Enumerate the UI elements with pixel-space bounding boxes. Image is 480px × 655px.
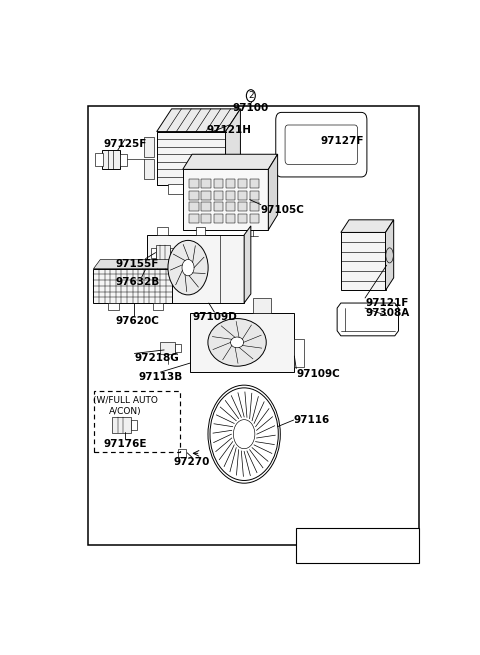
Bar: [153, 303, 163, 310]
Text: 97155F: 97155F: [115, 259, 158, 269]
Ellipse shape: [208, 318, 266, 366]
Bar: [112, 417, 131, 433]
Text: 97308A: 97308A: [365, 308, 409, 318]
Bar: [296, 529, 419, 563]
Bar: [94, 269, 171, 303]
Bar: [102, 150, 120, 170]
Bar: [168, 183, 183, 194]
Bar: [165, 262, 174, 271]
Text: 97113B: 97113B: [138, 372, 182, 382]
Bar: [202, 179, 211, 188]
Bar: [250, 179, 259, 188]
Bar: [250, 202, 259, 212]
Text: 97109C: 97109C: [296, 369, 340, 379]
Polygon shape: [341, 233, 385, 290]
Bar: [190, 214, 199, 223]
Text: 97100: 97100: [233, 103, 269, 113]
Text: 97176E: 97176E: [103, 440, 147, 449]
Bar: [226, 179, 235, 188]
Text: 97105C: 97105C: [261, 204, 305, 215]
Polygon shape: [147, 235, 244, 303]
Bar: [190, 202, 199, 212]
Text: — NOTE: — NOTE: [300, 531, 334, 540]
Text: 97127F: 97127F: [321, 136, 364, 146]
Polygon shape: [385, 220, 394, 290]
Text: 97632B: 97632B: [115, 277, 159, 287]
Bar: [156, 245, 170, 260]
Bar: [202, 214, 211, 223]
Bar: [238, 202, 247, 212]
Bar: [238, 179, 247, 188]
Circle shape: [246, 90, 255, 102]
Text: 2: 2: [248, 91, 253, 100]
Polygon shape: [156, 109, 240, 132]
Text: 97121F: 97121F: [365, 298, 408, 308]
Bar: [157, 227, 168, 235]
Bar: [214, 179, 223, 188]
Bar: [196, 227, 205, 235]
Text: 97620C: 97620C: [115, 316, 159, 326]
Bar: [96, 153, 103, 166]
Bar: [202, 191, 211, 200]
Text: 97121H: 97121H: [207, 125, 252, 135]
Bar: [250, 191, 259, 200]
Bar: [226, 214, 235, 223]
Bar: [170, 248, 176, 257]
Bar: [250, 214, 259, 223]
Bar: [190, 191, 199, 200]
Polygon shape: [183, 155, 277, 170]
Bar: [238, 214, 247, 223]
Bar: [108, 303, 119, 310]
Text: 97109D: 97109D: [192, 312, 237, 322]
Text: (W/FULL AUTO
A/CON): (W/FULL AUTO A/CON): [93, 396, 157, 416]
Bar: [160, 343, 175, 354]
Polygon shape: [190, 312, 294, 372]
Bar: [214, 191, 223, 200]
Text: THE NO.  97001 : ①~②: THE NO. 97001 : ①~②: [301, 546, 414, 557]
Bar: [144, 159, 154, 179]
Bar: [178, 449, 186, 457]
Bar: [142, 261, 157, 272]
FancyBboxPatch shape: [285, 125, 358, 164]
Bar: [226, 191, 235, 200]
Text: 97125F: 97125F: [103, 139, 147, 149]
Polygon shape: [183, 170, 268, 230]
Bar: [214, 214, 223, 223]
Bar: [144, 137, 154, 157]
Circle shape: [182, 259, 194, 276]
FancyBboxPatch shape: [276, 113, 367, 177]
Bar: [202, 202, 211, 212]
Polygon shape: [94, 259, 178, 269]
Ellipse shape: [230, 337, 244, 348]
Bar: [194, 183, 209, 194]
Circle shape: [168, 240, 208, 295]
Text: 97116: 97116: [294, 415, 330, 425]
Bar: [190, 179, 199, 188]
Polygon shape: [226, 109, 240, 185]
Bar: [131, 420, 137, 430]
Bar: [88, 106, 419, 545]
Bar: [175, 345, 181, 352]
Ellipse shape: [386, 248, 393, 263]
Text: 97270: 97270: [174, 457, 210, 468]
Polygon shape: [244, 226, 251, 303]
Bar: [120, 154, 127, 166]
Bar: [252, 299, 271, 312]
Text: 97218G: 97218G: [134, 354, 179, 364]
Bar: [238, 191, 247, 200]
Bar: [294, 339, 304, 367]
Polygon shape: [268, 155, 277, 230]
Polygon shape: [337, 303, 398, 336]
Bar: [226, 202, 235, 212]
Polygon shape: [156, 132, 226, 185]
Bar: [214, 202, 223, 212]
Bar: [151, 248, 156, 257]
Circle shape: [210, 388, 278, 481]
Polygon shape: [341, 220, 394, 233]
Circle shape: [233, 420, 255, 449]
